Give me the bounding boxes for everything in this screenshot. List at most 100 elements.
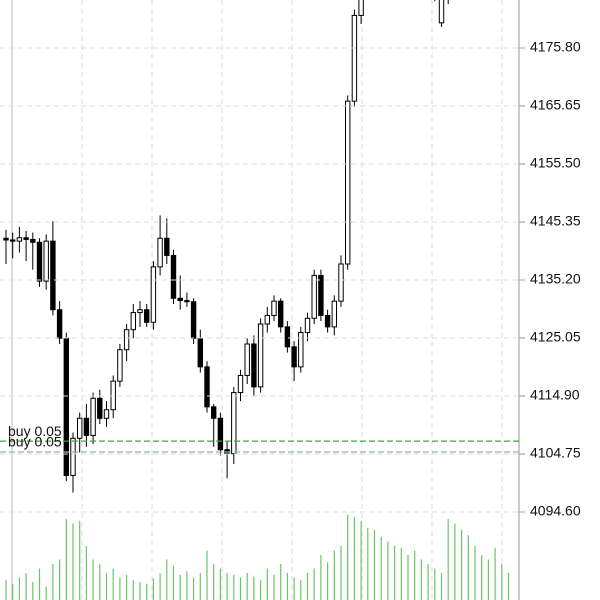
- candle-body: [157, 237, 163, 268]
- volume-bar: [219, 568, 221, 600]
- volume-bar: [253, 576, 255, 600]
- volume-bar: [461, 529, 463, 600]
- volume-bar: [286, 573, 288, 600]
- candle-body: [345, 100, 351, 265]
- vertical-grid: [81, 0, 503, 600]
- volume-bar: [353, 517, 355, 600]
- candle-body: [103, 409, 110, 419]
- volume-bar: [327, 562, 329, 600]
- candle-body: [331, 300, 338, 328]
- volume-bar: [501, 564, 503, 600]
- volume-bar: [407, 555, 409, 600]
- volume-bar: [32, 582, 34, 600]
- candle-body: [10, 239, 16, 242]
- candle-body: [117, 349, 123, 382]
- volume-bar: [340, 546, 342, 600]
- candle-body: [123, 329, 130, 351]
- volume-bar: [92, 559, 94, 600]
- volume-bar: [293, 577, 295, 600]
- volume-bar: [420, 559, 422, 600]
- candle-body: [324, 314, 331, 328]
- volume-bar: [166, 559, 168, 600]
- y-tick-label: 4094.60: [530, 503, 581, 519]
- candle-body: [197, 337, 204, 368]
- volume-bar: [239, 577, 242, 600]
- volume-bar: [213, 564, 215, 600]
- volume-bar: [306, 573, 309, 600]
- candle-body: [284, 326, 291, 348]
- candle-body: [83, 417, 90, 436]
- volume-bar: [126, 574, 128, 600]
- volume-bar: [152, 578, 154, 600]
- volume-bar: [494, 547, 496, 600]
- order-label: buy 0.05: [8, 423, 62, 439]
- candle-body: [137, 309, 143, 314]
- volume-bar: [52, 564, 54, 600]
- volume-bar: [280, 564, 282, 600]
- volume-bar: [440, 573, 443, 600]
- volume-bar: [260, 580, 262, 600]
- candle-body: [170, 254, 177, 299]
- candle-body: [16, 237, 23, 242]
- candle-body: [43, 240, 49, 282]
- order-label: buy 0.05: [8, 434, 62, 450]
- candle-body: [184, 300, 190, 303]
- candle-body: [244, 343, 250, 376]
- volume-bar: [387, 541, 389, 600]
- candle-body: [110, 380, 116, 411]
- volume-bar: [434, 568, 436, 600]
- volume-bar: [233, 574, 235, 600]
- volume-bar: [186, 571, 188, 600]
- y-tick-label: 4125.05: [530, 329, 581, 345]
- candle-body: [304, 317, 311, 334]
- candle-body: [271, 300, 277, 316]
- candle-body: [36, 241, 43, 282]
- volume-bar: [373, 529, 376, 600]
- volume-bar: [65, 519, 67, 600]
- candle-body: [177, 297, 183, 302]
- candle-body: [190, 301, 197, 339]
- candle-body: [278, 300, 284, 328]
- volume-bar: [59, 559, 61, 600]
- volume-bar: [360, 520, 362, 600]
- candle-body: [251, 343, 257, 388]
- volume-bar: [313, 568, 315, 600]
- price-panel: [3, 0, 449, 493]
- volume-bar: [45, 586, 47, 600]
- volume-bar: [146, 583, 148, 600]
- y-tick-label: 4135.20: [530, 271, 581, 287]
- volume-bar: [507, 573, 510, 600]
- candle-body: [97, 397, 103, 419]
- volume-bar: [367, 528, 369, 600]
- volume-bar: [12, 583, 14, 600]
- candle-body: [23, 237, 29, 240]
- candle-body: [311, 274, 317, 319]
- volume-bar: [333, 550, 335, 600]
- volume-bar: [38, 568, 41, 600]
- volume-bar: [400, 547, 402, 600]
- candle-body: [164, 237, 170, 256]
- candle-body: [50, 240, 56, 311]
- y-tick-label: 4175.80: [530, 39, 581, 55]
- volume-bar: [454, 523, 456, 600]
- volume-bar: [266, 568, 268, 600]
- candle-body: [217, 417, 224, 451]
- volume-bar: [25, 573, 27, 600]
- candle-body: [291, 346, 297, 368]
- candle-body: [351, 14, 358, 102]
- volume-bar: [85, 546, 87, 600]
- volume-bar: [193, 577, 195, 600]
- volume-bar: [72, 523, 74, 600]
- volume-bar: [320, 555, 322, 600]
- volume-bar: [447, 519, 449, 600]
- candle-body: [338, 263, 344, 302]
- candle-body: [438, 0, 445, 24]
- volume-bar: [487, 559, 489, 600]
- volume-bar: [414, 550, 416, 600]
- volume-bar: [99, 564, 101, 600]
- candle-body: [257, 323, 264, 388]
- candle-body: [130, 312, 137, 331]
- candle-body: [77, 417, 83, 439]
- candle-body: [144, 309, 150, 323]
